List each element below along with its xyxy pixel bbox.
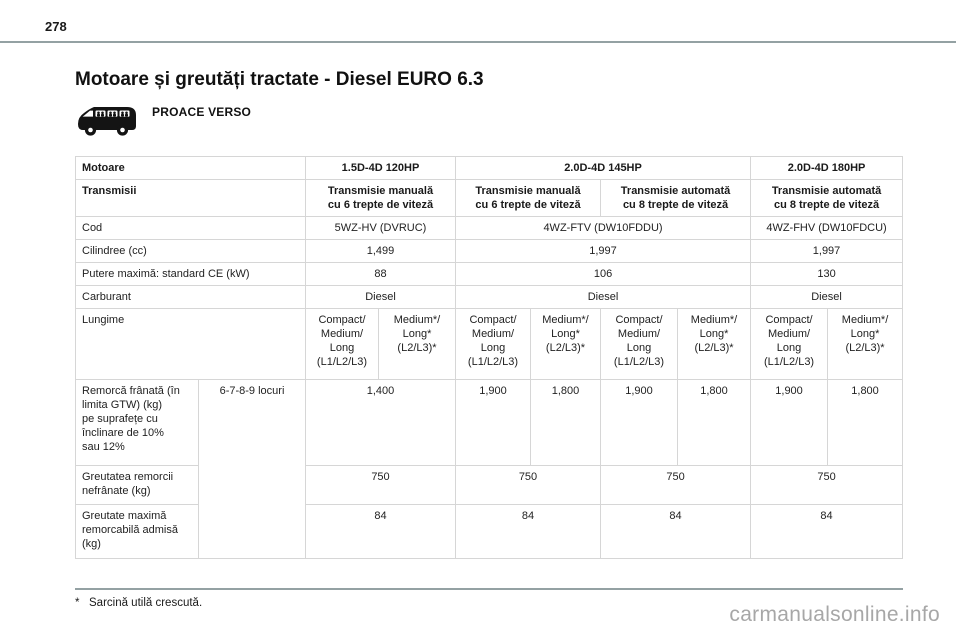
cilindree-engine-3: 1,997 <box>750 239 904 263</box>
remorca-franata-cell: 1,400 <box>305 379 456 466</box>
row-transmisii: Transmisii Transmisie manuală cu 6 trept… <box>75 179 904 217</box>
transmission-4: Transmisie automată cu 8 trepte de vitez… <box>750 179 904 217</box>
footnote-text: Sarcină utilă crescută. <box>89 597 203 609</box>
putere-engine-2: 106 <box>454 262 752 286</box>
row-label-lungime: Lungime <box>75 308 306 380</box>
cod-engine-1: 5WZ-HV (DVRUC) <box>305 216 456 240</box>
carburant-engine-3: Diesel <box>750 285 904 309</box>
row-label-cilindree: Cilindree (cc) <box>75 239 306 263</box>
footnote-divider <box>75 588 903 590</box>
remorca-franata-cell: 1,800 <box>530 379 601 466</box>
watermark: carmanualsonline.info <box>729 603 940 626</box>
cod-engine-3: 4WZ-FHV (DW10FDCU) <box>750 216 904 240</box>
row-motoare: Motoare 1.5D-4D 120HP 2.0D-4D 145HP 2.0D… <box>75 156 904 180</box>
row-label-putere: Putere maximă: standard CE (kW) <box>75 262 306 286</box>
putere-engine-1: 88 <box>305 262 456 286</box>
row-label-remorca-nefranata: Greutatea remorcii nefrânate (kg) <box>75 465 199 505</box>
row-label-greutate-maxima: Greutate maximă remorcabilă admisă (kg) <box>75 504 199 559</box>
greutate-maxima-cell: 84 <box>455 504 601 559</box>
seats-cell: 6-7-8-9 locuri <box>198 379 306 559</box>
lungime-cell: Medium*/ Long* (L2/L3)* <box>378 308 456 380</box>
remorca-franata-cell: 1,800 <box>676 379 752 466</box>
greutate-maxima-cell: 84 <box>750 504 904 559</box>
lungime-cell: Compact/ Medium/ Long (L1/L2/L3) <box>455 308 531 380</box>
transmission-1: Transmisie manuală cu 6 trepte de viteză <box>305 179 456 217</box>
page-title: Motoare și greutăți tractate - Diesel EU… <box>75 69 484 90</box>
row-cod: Cod 5WZ-HV (DVRUC) 4WZ-FTV (DW10FDDU) 4W… <box>75 216 904 240</box>
row-label-remorca-franata: Remorcă frânată (în limita GTW) (kg) pe … <box>75 379 199 466</box>
footnote-asterisk: * <box>75 597 80 609</box>
lungime-cell: Compact/ Medium/ Long (L1/L2/L3) <box>305 308 379 380</box>
remorca-franata-cell: 1,900 <box>600 379 678 466</box>
row-label-motoare: Motoare <box>75 156 306 180</box>
row-carburant: Carburant Diesel Diesel Diesel <box>75 285 904 309</box>
row-label-transmisii: Transmisii <box>75 179 306 217</box>
remorca-nefranata-cell: 750 <box>750 465 904 505</box>
vehicle-name-label: PROACE VERSO <box>152 105 252 119</box>
carburant-engine-2: Diesel <box>454 285 752 309</box>
transmission-3: Transmisie automată cu 8 trepte de vitez… <box>599 179 752 217</box>
row-greutate-maxima: Greutate maximă remorcabilă admisă (kg) … <box>75 504 904 559</box>
row-remorca-franata: Remorcă frânată (în limita GTW) (kg) pe … <box>75 379 904 559</box>
engine-3-name: 2.0D-4D 180HP <box>750 156 904 180</box>
row-label-carburant: Carburant <box>75 285 306 309</box>
greutate-maxima-cell: 84 <box>599 504 752 559</box>
cilindree-engine-1: 1,499 <box>305 239 456 263</box>
remorca-franata-cell: 1,800 <box>827 379 904 466</box>
row-remorca-nefranata: Greutatea remorcii nefrânate (kg) 750 75… <box>75 465 904 505</box>
cilindree-engine-2: 1,997 <box>454 239 752 263</box>
remorca-franata-cell: 1,900 <box>750 379 829 466</box>
row-label-cod: Cod <box>75 216 306 240</box>
remorca-franata-cell: 1,900 <box>455 379 531 466</box>
footnote: * Sarcină utilă crescută. <box>75 597 202 609</box>
lungime-cell: Medium*/ Long* (L2/L3)* <box>530 308 601 380</box>
row-cilindree: Cilindree (cc) 1,499 1,997 1,997 <box>75 239 904 263</box>
lungime-cell: Medium*/ Long* (L2/L3)* <box>827 308 904 380</box>
carburant-engine-1: Diesel <box>305 285 456 309</box>
remorca-nefranata-cell: 750 <box>599 465 752 505</box>
engine-1-name: 1.5D-4D 120HP <box>305 156 456 180</box>
lungime-cell: Compact/ Medium/ Long (L1/L2/L3) <box>600 308 678 380</box>
greutate-maxima-cell: 84 <box>305 504 456 559</box>
minivan-icon <box>76 101 140 141</box>
lungime-cell: Medium*/ Long* (L2/L3)* <box>676 308 752 380</box>
row-lungime: Lungime Compact/ Medium/ Long (L1/L2/L3)… <box>75 308 904 380</box>
remorca-nefranata-cell: 750 <box>305 465 456 505</box>
engine-2-name: 2.0D-4D 145HP <box>454 156 752 180</box>
engine-spec-table: Motoare 1.5D-4D 120HP 2.0D-4D 145HP 2.0D… <box>75 156 904 559</box>
putere-engine-3: 130 <box>750 262 904 286</box>
row-putere: Putere maximă: standard CE (kW) 88 106 1… <box>75 262 904 286</box>
transmission-2: Transmisie manuală cu 6 trepte de viteză <box>455 179 601 217</box>
remorca-nefranata-cell: 750 <box>455 465 601 505</box>
cod-engine-2: 4WZ-FTV (DW10FDDU) <box>454 216 752 240</box>
header-divider <box>0 41 956 43</box>
lungime-cell: Compact/ Medium/ Long (L1/L2/L3) <box>750 308 829 380</box>
page-number: 278 <box>45 19 67 34</box>
